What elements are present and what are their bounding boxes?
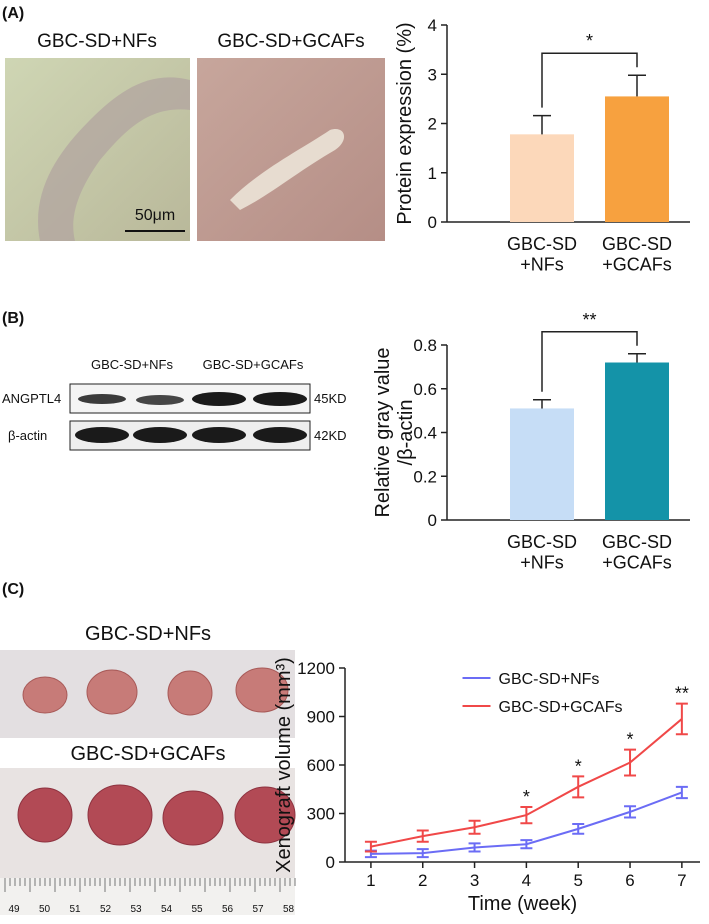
ruler	[0, 878, 295, 915]
y-axis-label: Xenograft volume (mm³)	[273, 657, 295, 873]
ruler-label: 49	[8, 904, 20, 915]
annotation: **	[675, 684, 689, 704]
histology-image	[197, 58, 385, 241]
error-bar	[628, 353, 646, 363]
x-tick-label: GBC-SD +GCAFs	[602, 532, 672, 573]
ruler-label: 54	[161, 904, 173, 915]
annotation: *	[575, 756, 582, 776]
x-tick-label: 1	[366, 871, 375, 890]
blot-bands	[75, 392, 307, 443]
tumors	[17, 784, 296, 846]
ruler-label: 52	[100, 904, 112, 915]
ruler-label: 50	[39, 904, 51, 915]
blot-size-label: 42KD	[314, 428, 347, 443]
panel-label: (A)	[2, 5, 24, 22]
blot-row-label: ANGPTL4	[2, 391, 61, 406]
ruler-ticks: 49 50 51 52 53 54 55 56 57 58	[4, 878, 296, 915]
ruler-label: 53	[130, 904, 142, 915]
blot-group-label: GBC-SD+NFs	[91, 357, 173, 372]
x-tick-label: 5	[573, 871, 582, 890]
photo-label: GBC-SD+NFs	[85, 623, 211, 645]
bar	[605, 96, 669, 222]
scale-bar-label: 50μm	[135, 207, 175, 224]
y-tick-label: 0.2	[413, 467, 437, 486]
significance-bracket	[541, 331, 638, 392]
annotation: *	[627, 730, 634, 750]
x-tick-label: 7	[677, 871, 686, 890]
image-label: GBC-SD+NFs	[37, 31, 157, 52]
y-axis-label: Relative gray value/β-actin	[372, 347, 417, 517]
error-bar	[628, 74, 646, 97]
x-tick-label: 6	[625, 871, 634, 890]
blot-row-label: β-actin	[8, 428, 47, 443]
series-line	[370, 718, 683, 848]
bar	[510, 134, 574, 222]
error-bar	[364, 840, 377, 853]
y-tick-label: 900	[307, 708, 335, 727]
bar	[605, 362, 669, 520]
ruler-label: 51	[69, 904, 81, 915]
panel-label: (B)	[2, 310, 24, 327]
blot-group-label: GBC-SD+GCAFs	[203, 357, 304, 372]
x-tick-label: GBC-SD +NFs	[507, 234, 577, 275]
bar	[510, 408, 574, 520]
y-tick-label: 0.6	[413, 380, 437, 399]
ruler-label: 58	[283, 904, 295, 915]
y-tick-label: 0	[326, 853, 335, 872]
tumors	[22, 667, 289, 716]
photo-label: GBC-SD+GCAFs	[70, 743, 225, 765]
y-tick-label: 0	[428, 213, 437, 232]
error-bar	[533, 114, 551, 135]
y-tick-label: 2	[428, 115, 437, 134]
blot-size-label: 45KD	[314, 391, 347, 406]
x-tick-label: 3	[470, 871, 479, 890]
tissue-lumen	[230, 129, 345, 210]
ruler-label: 56	[222, 904, 234, 915]
significance-label: *	[586, 31, 593, 51]
legend-label: GBC-SD+NFs	[499, 671, 600, 688]
x-tick-label: GBC-SD +GCAFs	[602, 234, 672, 275]
x-tick-label: 4	[522, 871, 531, 890]
ruler-label: 57	[252, 904, 264, 915]
annotation: *	[523, 787, 530, 807]
significance-bracket	[541, 52, 638, 108]
x-tick-label: 2	[418, 871, 427, 890]
x-tick-label: GBC-SD +NFs	[507, 532, 577, 573]
significance-label: **	[582, 310, 596, 330]
panel-label: (C)	[2, 581, 24, 598]
y-tick-label: 300	[307, 805, 335, 824]
series-line	[370, 791, 683, 855]
legend-label: GBC-SD+GCAFs	[499, 699, 623, 716]
tissue-band	[38, 77, 190, 241]
y-tick-label: 0	[428, 511, 437, 530]
y-tick-label: 1	[428, 164, 437, 183]
error-bar	[533, 398, 551, 409]
y-tick-label: 0.4	[413, 424, 437, 443]
y-tick-label: 1200	[297, 659, 335, 678]
image-label: GBC-SD+GCAFs	[217, 31, 364, 52]
ruler-label: 55	[191, 904, 203, 915]
y-tick-label: 3	[428, 65, 437, 84]
y-axis-label: Protein expression (%)	[394, 22, 416, 224]
y-tick-label: 600	[307, 756, 335, 775]
y-tick-label: 0.8	[413, 336, 437, 355]
y-tick-label: 4	[428, 16, 437, 35]
x-axis-label: Time (week)	[468, 893, 577, 915]
